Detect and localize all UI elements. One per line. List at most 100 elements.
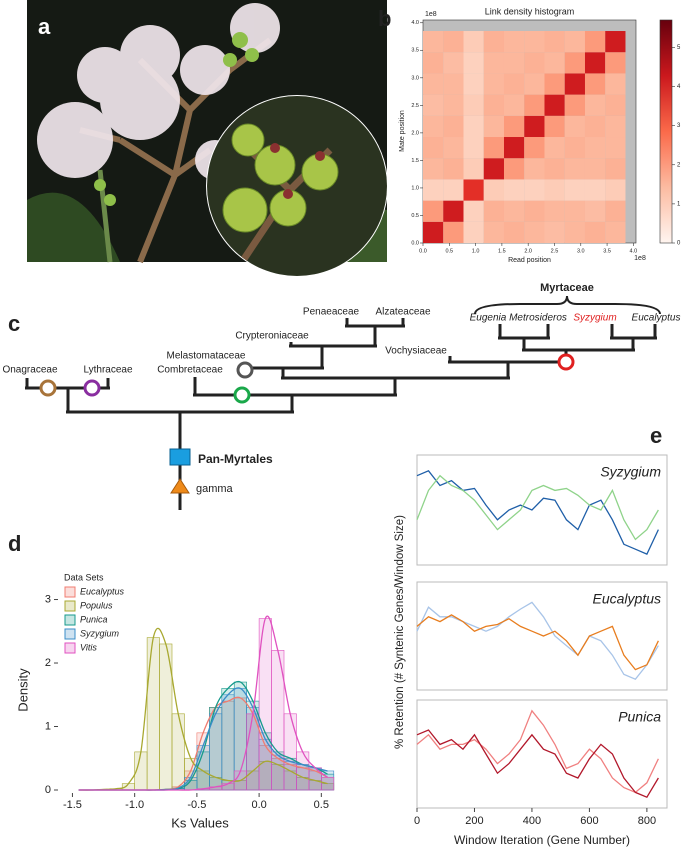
heatmap-cell [423,158,444,180]
photo [27,0,388,277]
heatmap-cell [564,73,585,95]
panel-label: d [8,531,21,556]
x-tick-label: 0 [414,815,420,827]
heatmap-cell [483,137,504,159]
heatmap-cell [524,137,545,159]
heatmap-cell [443,73,464,95]
heatmap-cell [564,221,585,243]
y-offset-label: 1e8 [425,11,437,18]
heatmap-cell [483,158,504,180]
histogram-bar [296,751,310,791]
heatmap-cell [463,73,484,95]
heatmap-cell [564,179,585,201]
heatmap-cell [605,31,626,53]
heatmap-cell [483,200,504,222]
heatmap-cell [443,94,464,116]
legend-swatch [64,586,76,598]
y-tick-label: 4.0 [411,20,419,26]
heatmap-cell [483,73,504,95]
taxon-label: Alzateaceae [375,307,430,318]
x-tick-label: 0.0 [419,248,427,254]
x-axis-label: Window Iteration (Gene Number) [454,833,630,847]
heatmap-cell [524,221,545,243]
density-curve [78,615,328,791]
taxon-label: Vochysiaceae [385,346,447,357]
heatmap-cell [524,31,545,53]
legend-label: Punica [80,614,108,624]
heatmap-cell [423,200,444,222]
heatmap-cell [423,94,444,116]
heatmap-cell [605,158,626,180]
heatmap-cell [584,137,606,159]
x-tick-label: 400 [523,815,541,827]
y-tick-label: 2.5 [411,103,419,109]
x-tick-label: 3.5 [603,248,611,254]
legend-label: Eucalyptus [80,586,125,596]
heatmap-cell [605,52,626,74]
heatmap-cell [584,221,606,243]
panel-label: a [38,14,51,39]
heatmap-cell [503,115,525,138]
taxon-label: Melastomataceae [167,351,246,362]
heatmap-cell [463,158,484,180]
histogram-bar [171,713,185,791]
y-axis-label: Mate position [399,110,406,152]
colorbar-tick-label: 1 [677,201,681,207]
heatmap-cell [503,221,525,243]
panel-title: Eucalyptus [593,591,661,607]
y-tick-label: 2.0 [411,130,419,136]
heatmap-cell [443,179,464,201]
heatmap-cell [584,179,606,201]
taxon-label: Eucalyptus [632,313,681,324]
x-tick-label: -0.5 [187,799,206,811]
heatmap-cell [524,115,545,138]
x-tick-label: 1.0 [472,248,480,254]
legend-label: Vitis [80,642,97,652]
heatmap-cell [503,94,525,116]
heatmap-cell [564,94,585,116]
y-tick-label: 3 [45,593,51,605]
retention-line [416,474,659,541]
heatmap-cell [564,31,585,53]
heatmap-cell [605,200,626,222]
panel-title: Syzygium [600,464,661,480]
heatmap-cell [544,200,565,222]
heatmap-cell [503,52,525,74]
heatmap-cell [423,31,444,53]
heatmap-cell [605,115,626,138]
x-tick-label: 3.0 [577,248,585,254]
colorbar-tick-label: 3 [677,123,681,129]
heatmap-cell [544,52,565,74]
heatmap-cell [423,115,444,138]
heatmap-cell [605,73,626,95]
heatmap-cell [463,137,484,159]
legend-swatch [64,642,76,654]
heatmap-cell [524,94,545,116]
heatmap-cell [544,179,565,201]
taxon-label: Penaeaceae [303,307,360,318]
heatmap-cell [605,221,626,243]
heatmap-cell [524,179,545,201]
heatmap-cell [503,158,525,180]
retention-line [416,470,659,555]
x-tick-label: -1.0 [125,799,144,811]
heatmap-cell [605,137,626,159]
heatmap-cell [564,200,585,222]
heatmap-cell [544,115,565,138]
y-tick-label: 3.0 [411,75,419,81]
panel-frame [416,454,668,566]
heatmap-cell [503,73,525,95]
legend-swatch [64,614,76,626]
histogram-bar [221,694,235,791]
taxon-label: Metrosideros [509,313,567,324]
heatmap-cell [544,73,565,95]
heatmap-cell [564,158,585,180]
y-tick-label: 0.0 [411,240,419,246]
legend-swatch [64,628,76,640]
legend-swatch [64,600,76,612]
heatmap-cell [524,73,545,95]
retention-line [416,729,659,799]
heatmap-cell [503,137,525,159]
histogram-bar [283,713,297,791]
